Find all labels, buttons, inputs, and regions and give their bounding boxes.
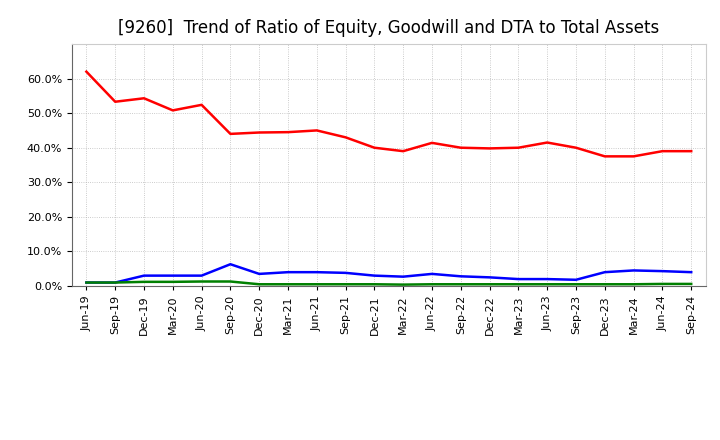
Deferred Tax Assets: [140, 279, 148, 285]
Equity: [370, 145, 379, 150]
Equity: [658, 149, 667, 154]
Goodwill: [629, 268, 638, 273]
Equity: [687, 149, 696, 154]
Goodwill: [514, 276, 523, 282]
Goodwill: [687, 270, 696, 275]
Deferred Tax Assets: [399, 282, 408, 287]
Goodwill: [600, 270, 609, 275]
Goodwill: [284, 270, 292, 275]
Deferred Tax Assets: [600, 282, 609, 287]
Equity: [82, 69, 91, 74]
Deferred Tax Assets: [456, 282, 465, 287]
Goodwill: [543, 276, 552, 282]
Equity: [514, 145, 523, 150]
Goodwill: [255, 271, 264, 277]
Equity: [572, 145, 580, 150]
Goodwill: [399, 274, 408, 279]
Deferred Tax Assets: [658, 281, 667, 286]
Goodwill: [370, 273, 379, 278]
Equity: [456, 145, 465, 150]
Goodwill: [572, 277, 580, 282]
Deferred Tax Assets: [82, 280, 91, 285]
Line: Equity: Equity: [86, 72, 691, 156]
Equity: [284, 129, 292, 135]
Equity: [226, 131, 235, 136]
Deferred Tax Assets: [168, 279, 177, 285]
Title: [9260]  Trend of Ratio of Equity, Goodwill and DTA to Total Assets: [9260] Trend of Ratio of Equity, Goodwil…: [118, 19, 660, 37]
Deferred Tax Assets: [341, 282, 350, 287]
Deferred Tax Assets: [485, 282, 494, 287]
Line: Goodwill: Goodwill: [86, 264, 691, 282]
Deferred Tax Assets: [428, 282, 436, 287]
Equity: [629, 154, 638, 159]
Goodwill: [82, 280, 91, 285]
Equity: [140, 95, 148, 101]
Goodwill: [456, 274, 465, 279]
Goodwill: [140, 273, 148, 278]
Deferred Tax Assets: [629, 282, 638, 287]
Equity: [600, 154, 609, 159]
Goodwill: [341, 270, 350, 275]
Goodwill: [168, 273, 177, 278]
Equity: [485, 146, 494, 151]
Equity: [197, 102, 206, 107]
Equity: [255, 130, 264, 135]
Deferred Tax Assets: [284, 282, 292, 287]
Goodwill: [312, 270, 321, 275]
Goodwill: [428, 271, 436, 277]
Goodwill: [197, 273, 206, 278]
Equity: [312, 128, 321, 133]
Line: Deferred Tax Assets: Deferred Tax Assets: [86, 282, 691, 285]
Equity: [111, 99, 120, 104]
Deferred Tax Assets: [197, 279, 206, 284]
Deferred Tax Assets: [687, 281, 696, 286]
Deferred Tax Assets: [514, 282, 523, 287]
Deferred Tax Assets: [572, 282, 580, 287]
Equity: [399, 149, 408, 154]
Equity: [428, 140, 436, 146]
Goodwill: [226, 261, 235, 267]
Goodwill: [111, 280, 120, 285]
Goodwill: [658, 268, 667, 274]
Deferred Tax Assets: [312, 282, 321, 287]
Deferred Tax Assets: [543, 282, 552, 287]
Goodwill: [485, 275, 494, 280]
Deferred Tax Assets: [226, 279, 235, 284]
Equity: [168, 108, 177, 113]
Equity: [341, 135, 350, 140]
Deferred Tax Assets: [370, 282, 379, 287]
Equity: [543, 140, 552, 145]
Deferred Tax Assets: [255, 282, 264, 287]
Deferred Tax Assets: [111, 280, 120, 285]
